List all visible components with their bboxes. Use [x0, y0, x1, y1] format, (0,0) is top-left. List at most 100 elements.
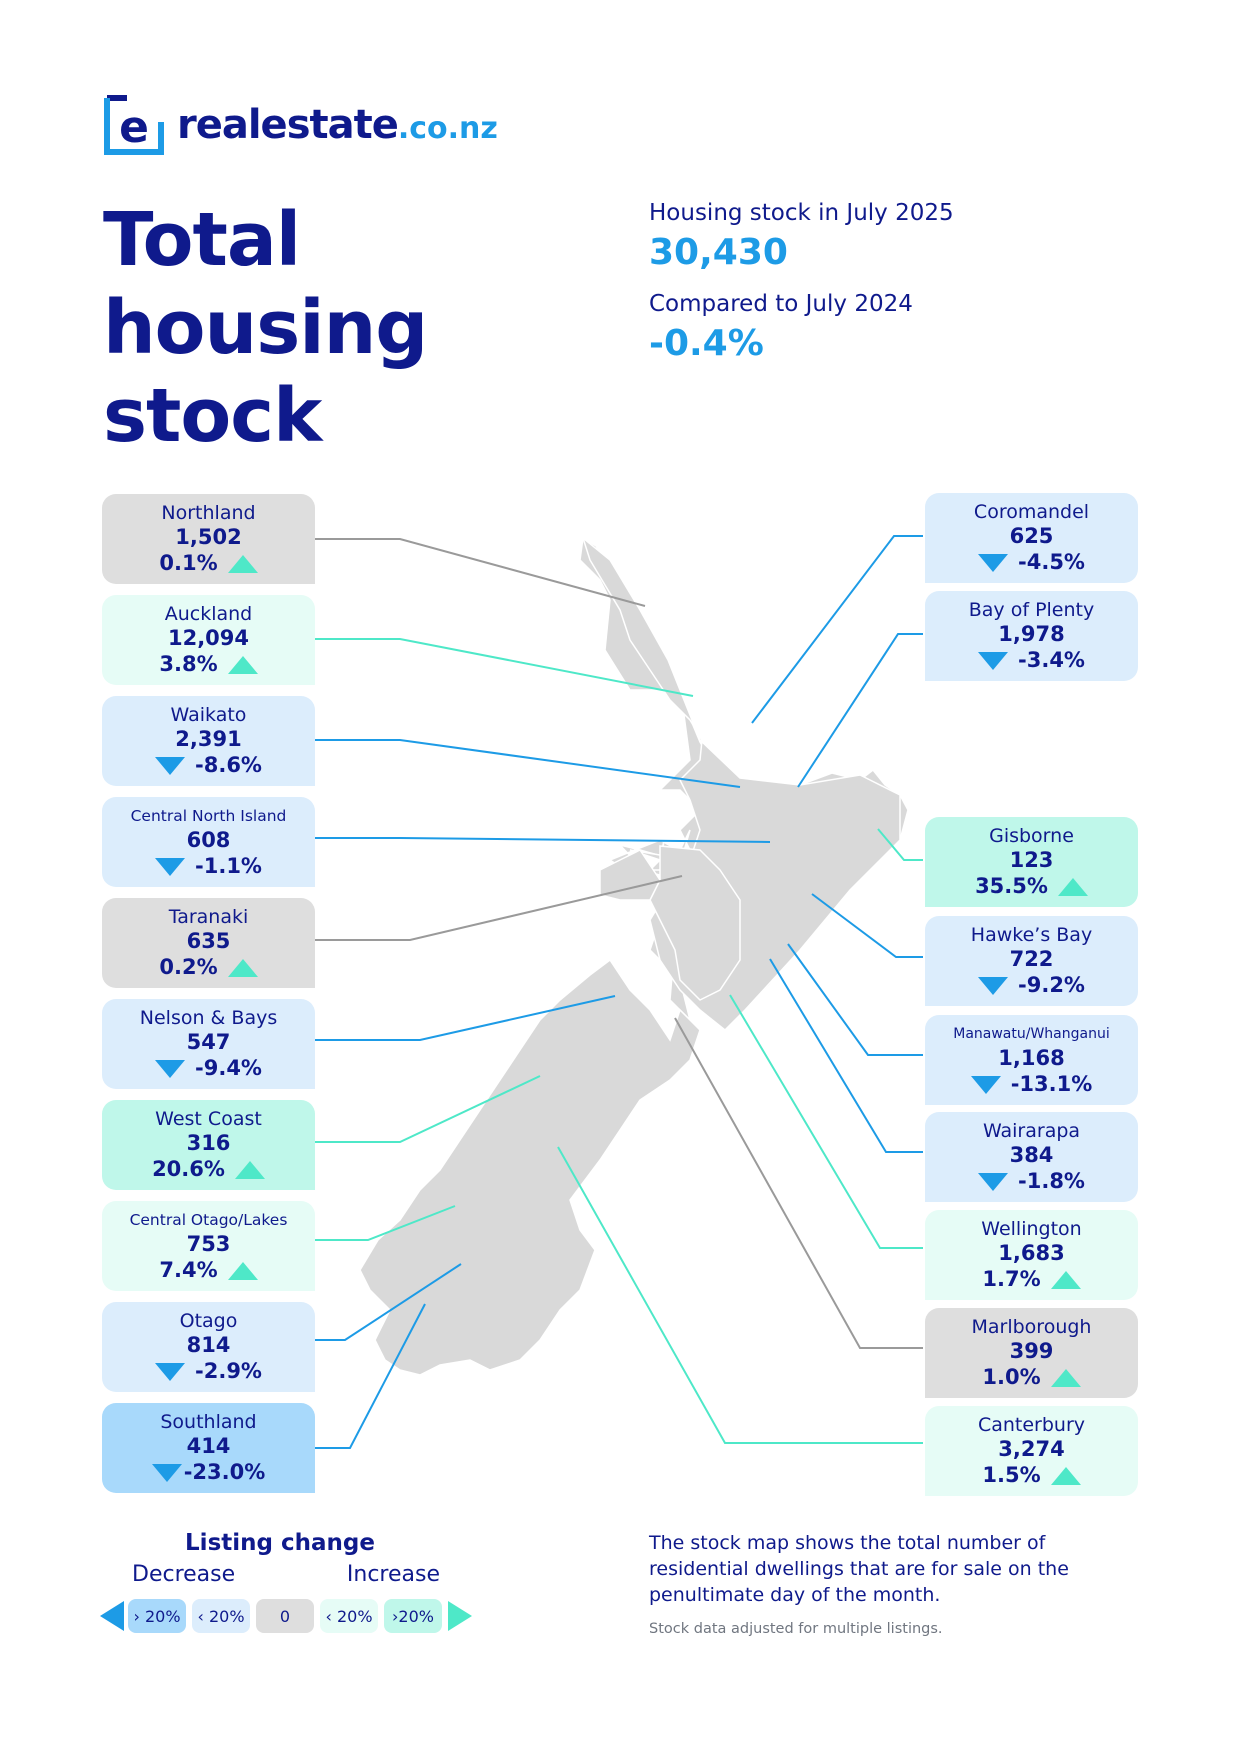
triangle-down-icon — [978, 1173, 1009, 1191]
triangle-up-icon — [1050, 1271, 1081, 1289]
region-change: -4.5% — [978, 549, 1085, 575]
region-change-value: 1.5% — [982, 1463, 1041, 1487]
triangle-up-icon — [234, 1161, 265, 1179]
region-card-canterbury: Canterbury 3,274 1.5% — [925, 1406, 1138, 1496]
region-name: Northland — [161, 502, 256, 524]
region-change: 20.6% — [152, 1156, 265, 1182]
brand-logo: e realestate.co.nz — [103, 94, 498, 156]
summary-panel: Housing stock in July 2025 30,430 Compar… — [649, 200, 1089, 382]
title-line-2: housing — [103, 285, 428, 371]
region-change-value: 3.8% — [159, 652, 218, 676]
region-card-northland: Northland 1,502 0.1% — [102, 494, 315, 584]
region-name: Coromandel — [973, 501, 1090, 523]
region-count: 753 — [186, 1232, 231, 1256]
region-name: Auckland — [164, 603, 253, 625]
region-count: 1,168 — [998, 1046, 1065, 1070]
region-change-value: 1.7% — [982, 1267, 1041, 1291]
region-change-value: 35.5% — [975, 874, 1048, 898]
legend: Listing change Decrease Increase › 20% ‹… — [100, 1530, 480, 1633]
title-line-3: stock — [103, 373, 322, 459]
region-change-value: 7.4% — [159, 1258, 218, 1282]
legend-chip-increase-gt20: ›20% — [384, 1599, 442, 1633]
region-change: -9.2% — [978, 972, 1085, 998]
region-change: -1.8% — [978, 1168, 1085, 1194]
region-card-central-north-island: Central North Island 608 -1.1% — [102, 797, 315, 887]
region-card-coromandel: Coromandel 625 -4.5% — [925, 493, 1138, 583]
footnote: Stock data adjusted for multiple listing… — [649, 1621, 943, 1637]
region-name: Waikato — [170, 704, 247, 726]
region-card-southland: Southland 414 -23.0% — [102, 1403, 315, 1493]
region-change: -1.1% — [155, 853, 262, 879]
legend-chip-decrease-lt20: ‹ 20% — [192, 1599, 250, 1633]
region-name: Central North Island — [130, 807, 287, 825]
region-count: 316 — [186, 1131, 231, 1155]
triangle-up-icon — [227, 1262, 258, 1280]
region-count: 384 — [1009, 1143, 1054, 1167]
region-change-value: 20.6% — [152, 1157, 225, 1181]
region-card-marlborough: Marlborough 399 1.0% — [925, 1308, 1138, 1398]
region-change: 1.7% — [982, 1266, 1081, 1292]
region-change-value: -3.4% — [1018, 648, 1085, 672]
map-note: The stock map shows the total number of … — [649, 1532, 1069, 1606]
region-count: 1,683 — [998, 1241, 1065, 1265]
title-line-1: Total — [103, 197, 301, 283]
region-card-taranaki: Taranaki 635 0.2% — [102, 898, 315, 988]
region-change-value: -9.2% — [1018, 973, 1085, 997]
region-change: 35.5% — [975, 873, 1088, 899]
region-card-waikato: Waikato 2,391 -8.6% — [102, 696, 315, 786]
brand-tld: .co.nz — [397, 111, 498, 146]
region-name: West Coast — [155, 1108, 262, 1130]
region-card-bay-of-plenty: Bay of Plenty 1,978 -3.4% — [925, 591, 1138, 681]
region-change: -9.4% — [155, 1055, 262, 1081]
triangle-down-icon — [151, 1464, 182, 1482]
region-count: 3,274 — [998, 1437, 1065, 1461]
region-name: Manawatu/Whanganui — [953, 1026, 1110, 1042]
region-card-nelson-bays: Nelson & Bays 547 -9.4% — [102, 999, 315, 1089]
leader-lines — [313, 535, 923, 1449]
stock-label: Housing stock in July 2025 — [649, 200, 954, 226]
region-change: 0.2% — [159, 954, 258, 980]
compare-value: -0.4% — [649, 323, 764, 364]
region-count: 625 — [1009, 524, 1054, 548]
region-card-west-coast: West Coast 316 20.6% — [102, 1100, 315, 1190]
region-count: 547 — [186, 1030, 231, 1054]
region-change: 1.0% — [982, 1364, 1081, 1390]
legend-title: Listing change — [185, 1530, 375, 1556]
region-count: 2,391 — [175, 727, 242, 751]
page-title: Total housing stock — [103, 196, 463, 460]
region-name: Gisborne — [989, 825, 1074, 847]
triangle-up-icon — [1057, 878, 1088, 896]
region-card-manawatu-whanganui: Manawatu/Whanganui 1,168 -13.1% — [925, 1015, 1138, 1105]
region-name: Hawke’s Bay — [970, 924, 1093, 946]
region-card-wairarapa: Wairarapa 384 -1.8% — [925, 1112, 1138, 1202]
region-change-value: 1.0% — [982, 1365, 1041, 1389]
region-change-value: 0.2% — [159, 955, 218, 979]
region-change-value: -9.4% — [195, 1056, 262, 1080]
region-change-value: -4.5% — [1018, 550, 1085, 574]
triangle-down-icon — [978, 977, 1009, 995]
compare-label: Compared to July 2024 — [649, 291, 913, 317]
region-card-hawkes-bay: Hawke’s Bay 722 -9.2% — [925, 916, 1138, 1006]
region-name: Canterbury — [977, 1414, 1086, 1436]
triangle-up-icon — [1050, 1369, 1081, 1387]
legend-increase-label: Increase — [346, 1562, 440, 1587]
region-card-auckland: Auckland 12,094 3.8% — [102, 595, 315, 685]
region-change: 7.4% — [159, 1257, 258, 1283]
region-change: -8.6% — [155, 752, 262, 778]
region-change-value: -13.1% — [1010, 1072, 1093, 1096]
legend-chip-decrease-gt20: › 20% — [128, 1599, 186, 1633]
region-count: 1,502 — [175, 525, 242, 549]
triangle-down-icon — [155, 757, 186, 775]
brand-name: realestate.co.nz — [177, 102, 498, 148]
region-count: 635 — [186, 929, 231, 953]
legend-ends: Decrease Increase — [100, 1562, 472, 1587]
region-count: 814 — [186, 1333, 231, 1357]
stock-value: 30,430 — [649, 232, 788, 273]
region-name: Bay of Plenty — [968, 599, 1095, 621]
north-island — [579, 535, 909, 1032]
region-name: Central Otago/Lakes — [129, 1211, 288, 1229]
region-card-otago: Otago 814 -2.9% — [102, 1302, 315, 1392]
region-change: -2.9% — [155, 1358, 262, 1384]
region-name: Taranaki — [168, 906, 249, 928]
legend-chip-zero: 0 — [256, 1599, 314, 1633]
